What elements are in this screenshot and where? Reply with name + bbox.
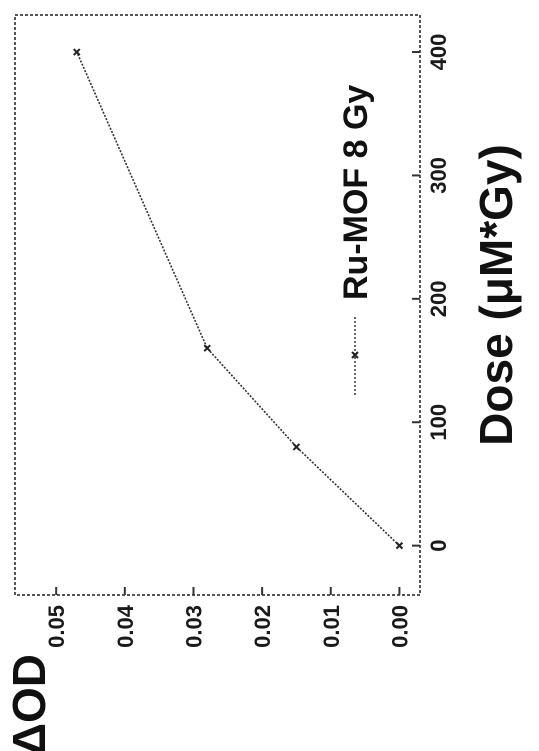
series-line-0 [76,51,400,547]
rotated-plot: Ru-MOF 8 Gy [55,48,420,595]
axis-ticks [55,51,420,595]
x-axis-title: Dose (μM*Gy) [470,144,522,446]
y-tick-label: 0.02 [250,605,275,648]
y-tick-label: 0.05 [44,605,69,648]
y-axis-title: ΔOD [3,654,55,751]
series-layer [73,48,404,550]
y-tick-label: 0.01 [319,605,344,648]
x-tick-labels: 0 100 200 300 400 [426,34,451,552]
plot-frame [14,14,421,596]
x-tick-label: 0 [426,540,451,552]
y-tick-label: 0.04 [113,604,138,648]
x-tick-label: 300 [426,157,451,194]
data-point [203,344,211,352]
x-tick-label: 100 [426,404,451,441]
legend-marker [351,351,359,359]
legend-label: Ru-MOF 8 Gy [337,85,375,300]
data-point [73,48,81,56]
x-tick-label: 200 [426,280,451,317]
y-tick-label: 0.03 [181,605,206,648]
x-tick-label: 400 [426,34,451,71]
data-point [292,443,301,451]
data-point [395,541,404,550]
y-tick-labels: 0.00 0.01 0.02 0.03 0.04 0.05 [44,604,412,648]
legend: Ru-MOF 8 Gy [337,85,375,395]
y-tick-label: 0.00 [387,605,412,648]
